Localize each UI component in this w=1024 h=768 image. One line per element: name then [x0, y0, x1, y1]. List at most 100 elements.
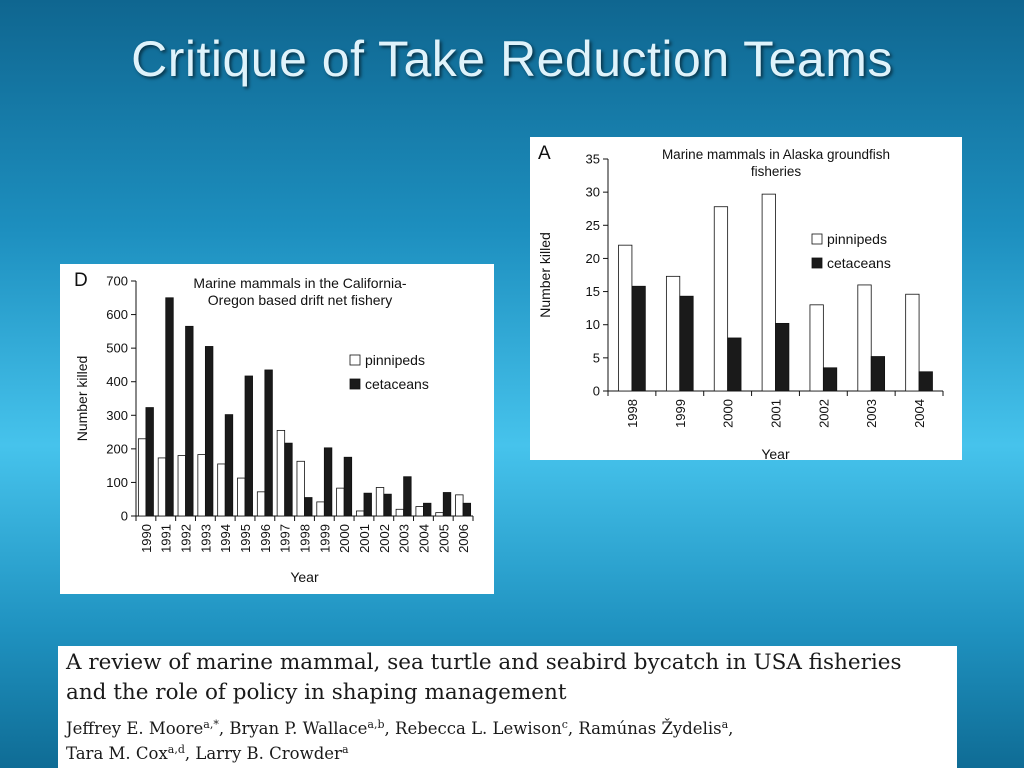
bar-pinnipeds — [316, 501, 325, 517]
author-name: Jeffrey E. Moore — [66, 719, 204, 738]
bar-pinnipeds — [415, 506, 424, 517]
bar-pinnipeds — [276, 429, 286, 517]
legend-swatch-pinnipeds — [811, 233, 823, 245]
author-affiliation: a,* — [203, 718, 219, 731]
paper-title-line-1: A review of marine mammal, sea turtle an… — [66, 650, 902, 675]
x-tick-label: 2000 — [721, 399, 736, 428]
paper-authors: Jeffrey E. Moorea,*, Bryan P. Wallacea,b… — [66, 716, 956, 766]
paper-title-line-2: and the role of policy in shaping manage… — [66, 680, 567, 705]
author-separator: , — [184, 744, 196, 763]
bar-pinnipeds — [435, 512, 444, 517]
slide-title: Critique of Take Reduction Teams — [131, 31, 893, 87]
bar-pinnipeds — [761, 193, 776, 392]
author-affiliation: a,d — [167, 743, 185, 756]
y-tick-label: 600 — [106, 307, 128, 322]
x-tick-label: 2006 — [456, 524, 471, 553]
y-axis-label: Number killed — [74, 356, 90, 442]
author-affiliation: a,b — [367, 718, 385, 731]
x-tick-label: 1999 — [317, 524, 332, 553]
x-tick-label: 2004 — [912, 399, 927, 428]
bar-cetaceans — [165, 297, 174, 517]
y-tick-label: 10 — [586, 317, 600, 332]
author-affiliation: c — [561, 718, 568, 731]
bar-pinnipeds — [455, 494, 464, 517]
bar-cetaceans — [363, 492, 372, 517]
bar-pinnipeds — [197, 454, 206, 517]
legend-label-pinnipeds: pinnipeds — [365, 352, 425, 368]
x-tick-label: 2001 — [357, 524, 372, 553]
bar-pinnipeds — [137, 438, 147, 517]
bar-pinnipeds — [336, 487, 345, 517]
chart-title: Oregon based drift net fishery — [208, 292, 392, 308]
bar-pinnipeds — [665, 275, 681, 392]
panel-letter: A — [538, 143, 551, 164]
y-tick-label: 25 — [586, 218, 600, 233]
x-tick-label: 2000 — [337, 524, 352, 553]
x-tick-label: 1990 — [139, 524, 154, 553]
x-tick-label: 1994 — [218, 524, 233, 553]
bar-cetaceans — [284, 442, 293, 517]
bar-pinnipeds — [713, 206, 729, 392]
x-tick-label: 1998 — [625, 399, 640, 428]
x-tick-label: 2005 — [436, 524, 451, 553]
x-tick-label: 2001 — [769, 399, 784, 428]
bar-pinnipeds — [177, 455, 186, 517]
bar-cetaceans — [264, 369, 273, 517]
x-axis-label: Year — [761, 446, 790, 460]
bar-pinnipeds — [296, 460, 305, 517]
paper-citation: A review of marine mammal, sea turtle an… — [58, 646, 957, 768]
author-line-1: Jeffrey E. Moorea,*, Bryan P. Wallacea,b… — [66, 716, 956, 741]
y-tick-label: 15 — [586, 284, 600, 299]
y-tick-label: 5 — [593, 350, 600, 365]
author-name: Larry B. Crowder — [195, 744, 342, 763]
bar-cetaceans — [679, 295, 694, 392]
y-axis-label: Number killed — [537, 232, 553, 318]
bar-cetaceans — [822, 367, 838, 392]
author-separator: , — [384, 719, 396, 738]
bar-cetaceans — [185, 325, 194, 517]
y-tick-label: 100 — [106, 475, 128, 490]
author-name: Bryan P. Wallace — [229, 719, 368, 738]
x-tick-label: 1999 — [673, 399, 688, 428]
panel-letter: D — [74, 270, 88, 291]
x-tick-label: 2003 — [864, 399, 879, 428]
bar-pinnipeds — [217, 463, 226, 517]
bar-pinnipeds — [905, 293, 920, 392]
bar-pinnipeds — [237, 477, 246, 517]
bar-cetaceans — [462, 502, 472, 517]
bar-cetaceans — [323, 447, 333, 517]
author-name: Ramúnas Žydelis — [578, 719, 722, 738]
legend-label-pinnipeds: pinnipeds — [827, 231, 887, 247]
y-tick-label: 0 — [593, 384, 600, 399]
x-tick-label: 1998 — [298, 524, 313, 553]
x-tick-label: 2002 — [816, 399, 831, 428]
y-tick-label: 500 — [106, 341, 128, 356]
x-tick-label: 2004 — [416, 524, 431, 553]
author-line-2: Tara M. Coxa,d, Larry B. Crowdera — [66, 741, 956, 766]
chart-california-oregon-drift-net: D Marine mammals in the California-Oregon… — [74, 270, 474, 585]
y-tick-label: 400 — [106, 374, 128, 389]
bar-cetaceans — [343, 456, 353, 517]
legend-swatch-cetaceans — [811, 257, 823, 269]
legend-label-cetaceans: cetaceans — [365, 376, 429, 392]
author-separator: , — [567, 719, 579, 738]
x-tick-label: 2002 — [377, 524, 392, 553]
x-tick-label: 1996 — [258, 524, 273, 553]
bar-cetaceans — [918, 371, 933, 392]
bar-cetaceans — [727, 337, 742, 392]
bar-pinnipeds — [857, 284, 872, 392]
bar-cetaceans — [244, 375, 253, 517]
bar-cetaceans — [224, 414, 234, 517]
y-tick-label: 200 — [106, 441, 128, 456]
author-name: Rebecca L. Lewison — [395, 719, 562, 738]
bar-cetaceans — [145, 407, 154, 517]
y-tick-label: 300 — [106, 408, 128, 423]
bar-pinnipeds — [809, 304, 824, 392]
bar-cetaceans — [775, 322, 790, 392]
x-tick-label: 1997 — [278, 524, 293, 553]
x-tick-label: 2003 — [397, 524, 412, 553]
y-tick-label: 30 — [586, 185, 600, 200]
y-tick-label: 700 — [106, 274, 128, 289]
legend-label-cetaceans: cetaceans — [827, 255, 891, 271]
bar-cetaceans — [304, 497, 313, 517]
